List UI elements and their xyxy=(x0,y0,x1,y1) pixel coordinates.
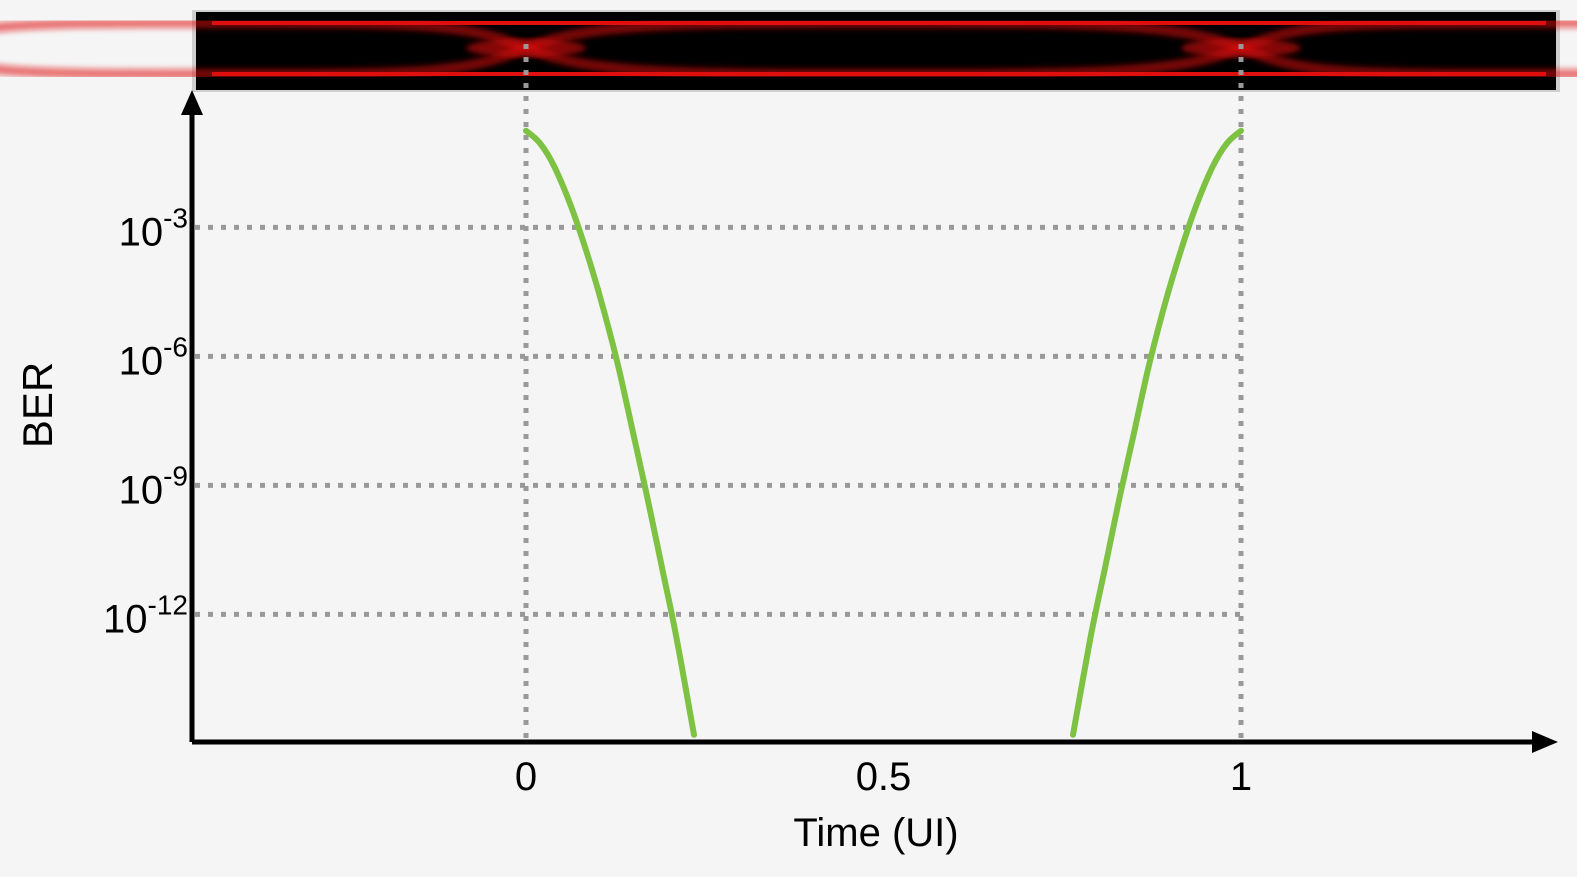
x-axis-arrow xyxy=(1532,731,1558,753)
eye-diagram xyxy=(0,10,1577,92)
eye-trace-transition-0-1 xyxy=(0,43,528,79)
x-tick-label-0: 0 xyxy=(515,755,537,799)
eye-trace-transition-1-0 xyxy=(524,17,1243,53)
y-axis-label: BER xyxy=(14,362,61,448)
eye-trace-transition-1-1 xyxy=(524,43,1243,79)
eye-trace-transition-2-0 xyxy=(1239,17,1577,53)
y-tick-label-0: 10-3 xyxy=(119,202,188,254)
axes xyxy=(181,90,1558,753)
x-axis-label: Time (UI) xyxy=(793,811,958,855)
series-group xyxy=(523,127,1244,738)
y-tick-label-2: 10-9 xyxy=(119,460,188,512)
y-tick-label-1: 10-6 xyxy=(119,331,188,383)
eye-diagram-traces xyxy=(0,17,1577,79)
x-tick-labels: 0 0.5 1 xyxy=(515,755,1252,799)
grid xyxy=(195,44,1244,740)
y-axis-arrow xyxy=(181,90,203,115)
x-tick-label-2: 1 xyxy=(1230,755,1252,799)
y-tick-label-3: 10-12 xyxy=(103,589,188,641)
y-tick-labels: 10-3 10-6 10-9 10-12 xyxy=(103,202,188,641)
series-line-0 xyxy=(523,127,697,738)
eye-trace-transition-2-1 xyxy=(1239,43,1577,79)
eye-trace-transition-0-0 xyxy=(0,17,528,53)
x-tick-label-1: 0.5 xyxy=(856,755,912,799)
series-line-1 xyxy=(1070,127,1244,738)
